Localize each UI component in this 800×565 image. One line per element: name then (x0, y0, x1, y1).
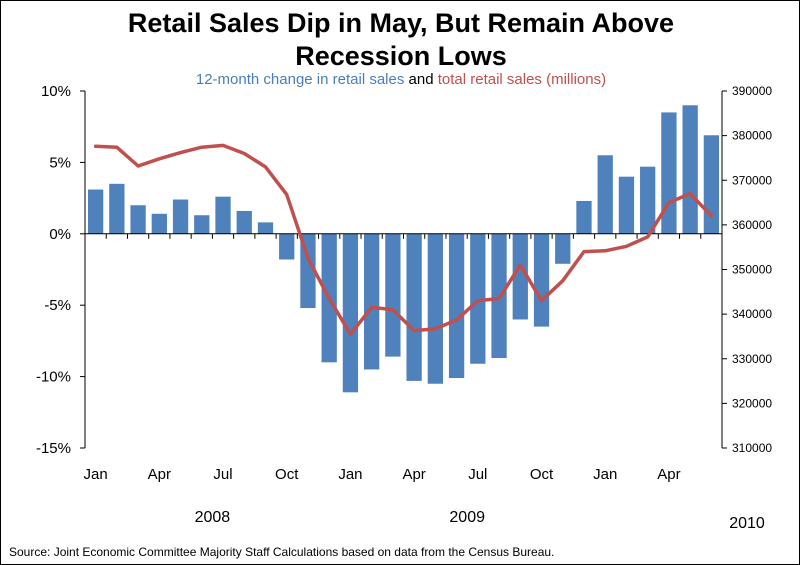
chart-title: Retail Sales Dip in May, But Remain Abov… (1, 7, 799, 73)
bar (194, 215, 210, 234)
bar (512, 233, 528, 320)
bar (703, 135, 720, 234)
month-tick-label: Apr (148, 466, 171, 483)
source-note: Source: Joint Economic Committee Majorit… (9, 545, 555, 559)
month-tick-label: Oct (530, 466, 554, 483)
right-axis-tick-label: 360000 (732, 218, 772, 232)
month-tick-label: Jan (84, 466, 108, 483)
month-tick-label: Oct (275, 466, 299, 483)
bar (109, 183, 125, 234)
left-axis-tick-label: 0% (49, 226, 71, 243)
bar (279, 233, 295, 260)
bar (300, 233, 316, 309)
subtitle-line-series: total retail sales (millions) (437, 71, 607, 88)
bar (533, 233, 550, 327)
right-axis-tick-label: 350000 (732, 263, 772, 277)
subtitle-connector: and (404, 71, 438, 88)
month-tick-label: Jan (338, 466, 362, 483)
bar (87, 189, 104, 234)
right-axis-tick-label: 340000 (732, 307, 772, 321)
bar (661, 112, 677, 234)
bar (385, 233, 401, 357)
bar (236, 210, 252, 234)
left-axis-tick-label: -5% (44, 297, 71, 314)
bar (618, 176, 635, 234)
month-tick-label: Apr (657, 466, 680, 483)
month-tick-label: Jul (213, 466, 232, 483)
bar (342, 233, 359, 393)
bar (151, 213, 167, 234)
bar (427, 233, 443, 384)
right-axis-tick-label: 330000 (732, 352, 772, 366)
year-label: 2010 (729, 515, 765, 532)
bar (448, 233, 465, 379)
right-axis-tick-label: 390000 (732, 84, 772, 98)
left-axis-tick-label: -15% (36, 440, 71, 457)
bar (130, 205, 146, 234)
month-tick-label: Jul (468, 466, 487, 483)
left-axis-tick-label: 5% (49, 154, 71, 171)
right-axis-tick-label: 320000 (732, 396, 772, 410)
bar (257, 222, 274, 234)
month-tick-label: Apr (402, 466, 425, 483)
bar (576, 200, 592, 234)
year-label: 2009 (449, 509, 485, 526)
right-axis-tick-label: 370000 (732, 173, 772, 187)
bar (364, 233, 380, 370)
title-line-2: Recession Lows (295, 41, 507, 71)
bar (640, 166, 656, 234)
bar (555, 233, 571, 264)
year-label: 2008 (195, 509, 231, 526)
sales-line (93, 143, 714, 336)
bar (597, 155, 613, 234)
right-axis-tick-label: 310000 (732, 441, 772, 455)
bar (172, 199, 189, 234)
right-axis-tick-label: 380000 (732, 129, 772, 143)
left-axis-tick-label: -10% (36, 369, 71, 386)
title-line-1: Retail Sales Dip in May, But Remain Abov… (127, 8, 675, 38)
bar (470, 233, 486, 364)
chart-subtitle: 12-month change in retail sales and tota… (1, 71, 799, 88)
subtitle-bar-series: 12-month change in retail sales (195, 71, 405, 88)
bar (682, 105, 698, 234)
bar (215, 196, 231, 234)
month-tick-label: Jan (593, 466, 617, 483)
left-axis-tick-label: 10% (41, 83, 71, 100)
bar (406, 233, 422, 381)
